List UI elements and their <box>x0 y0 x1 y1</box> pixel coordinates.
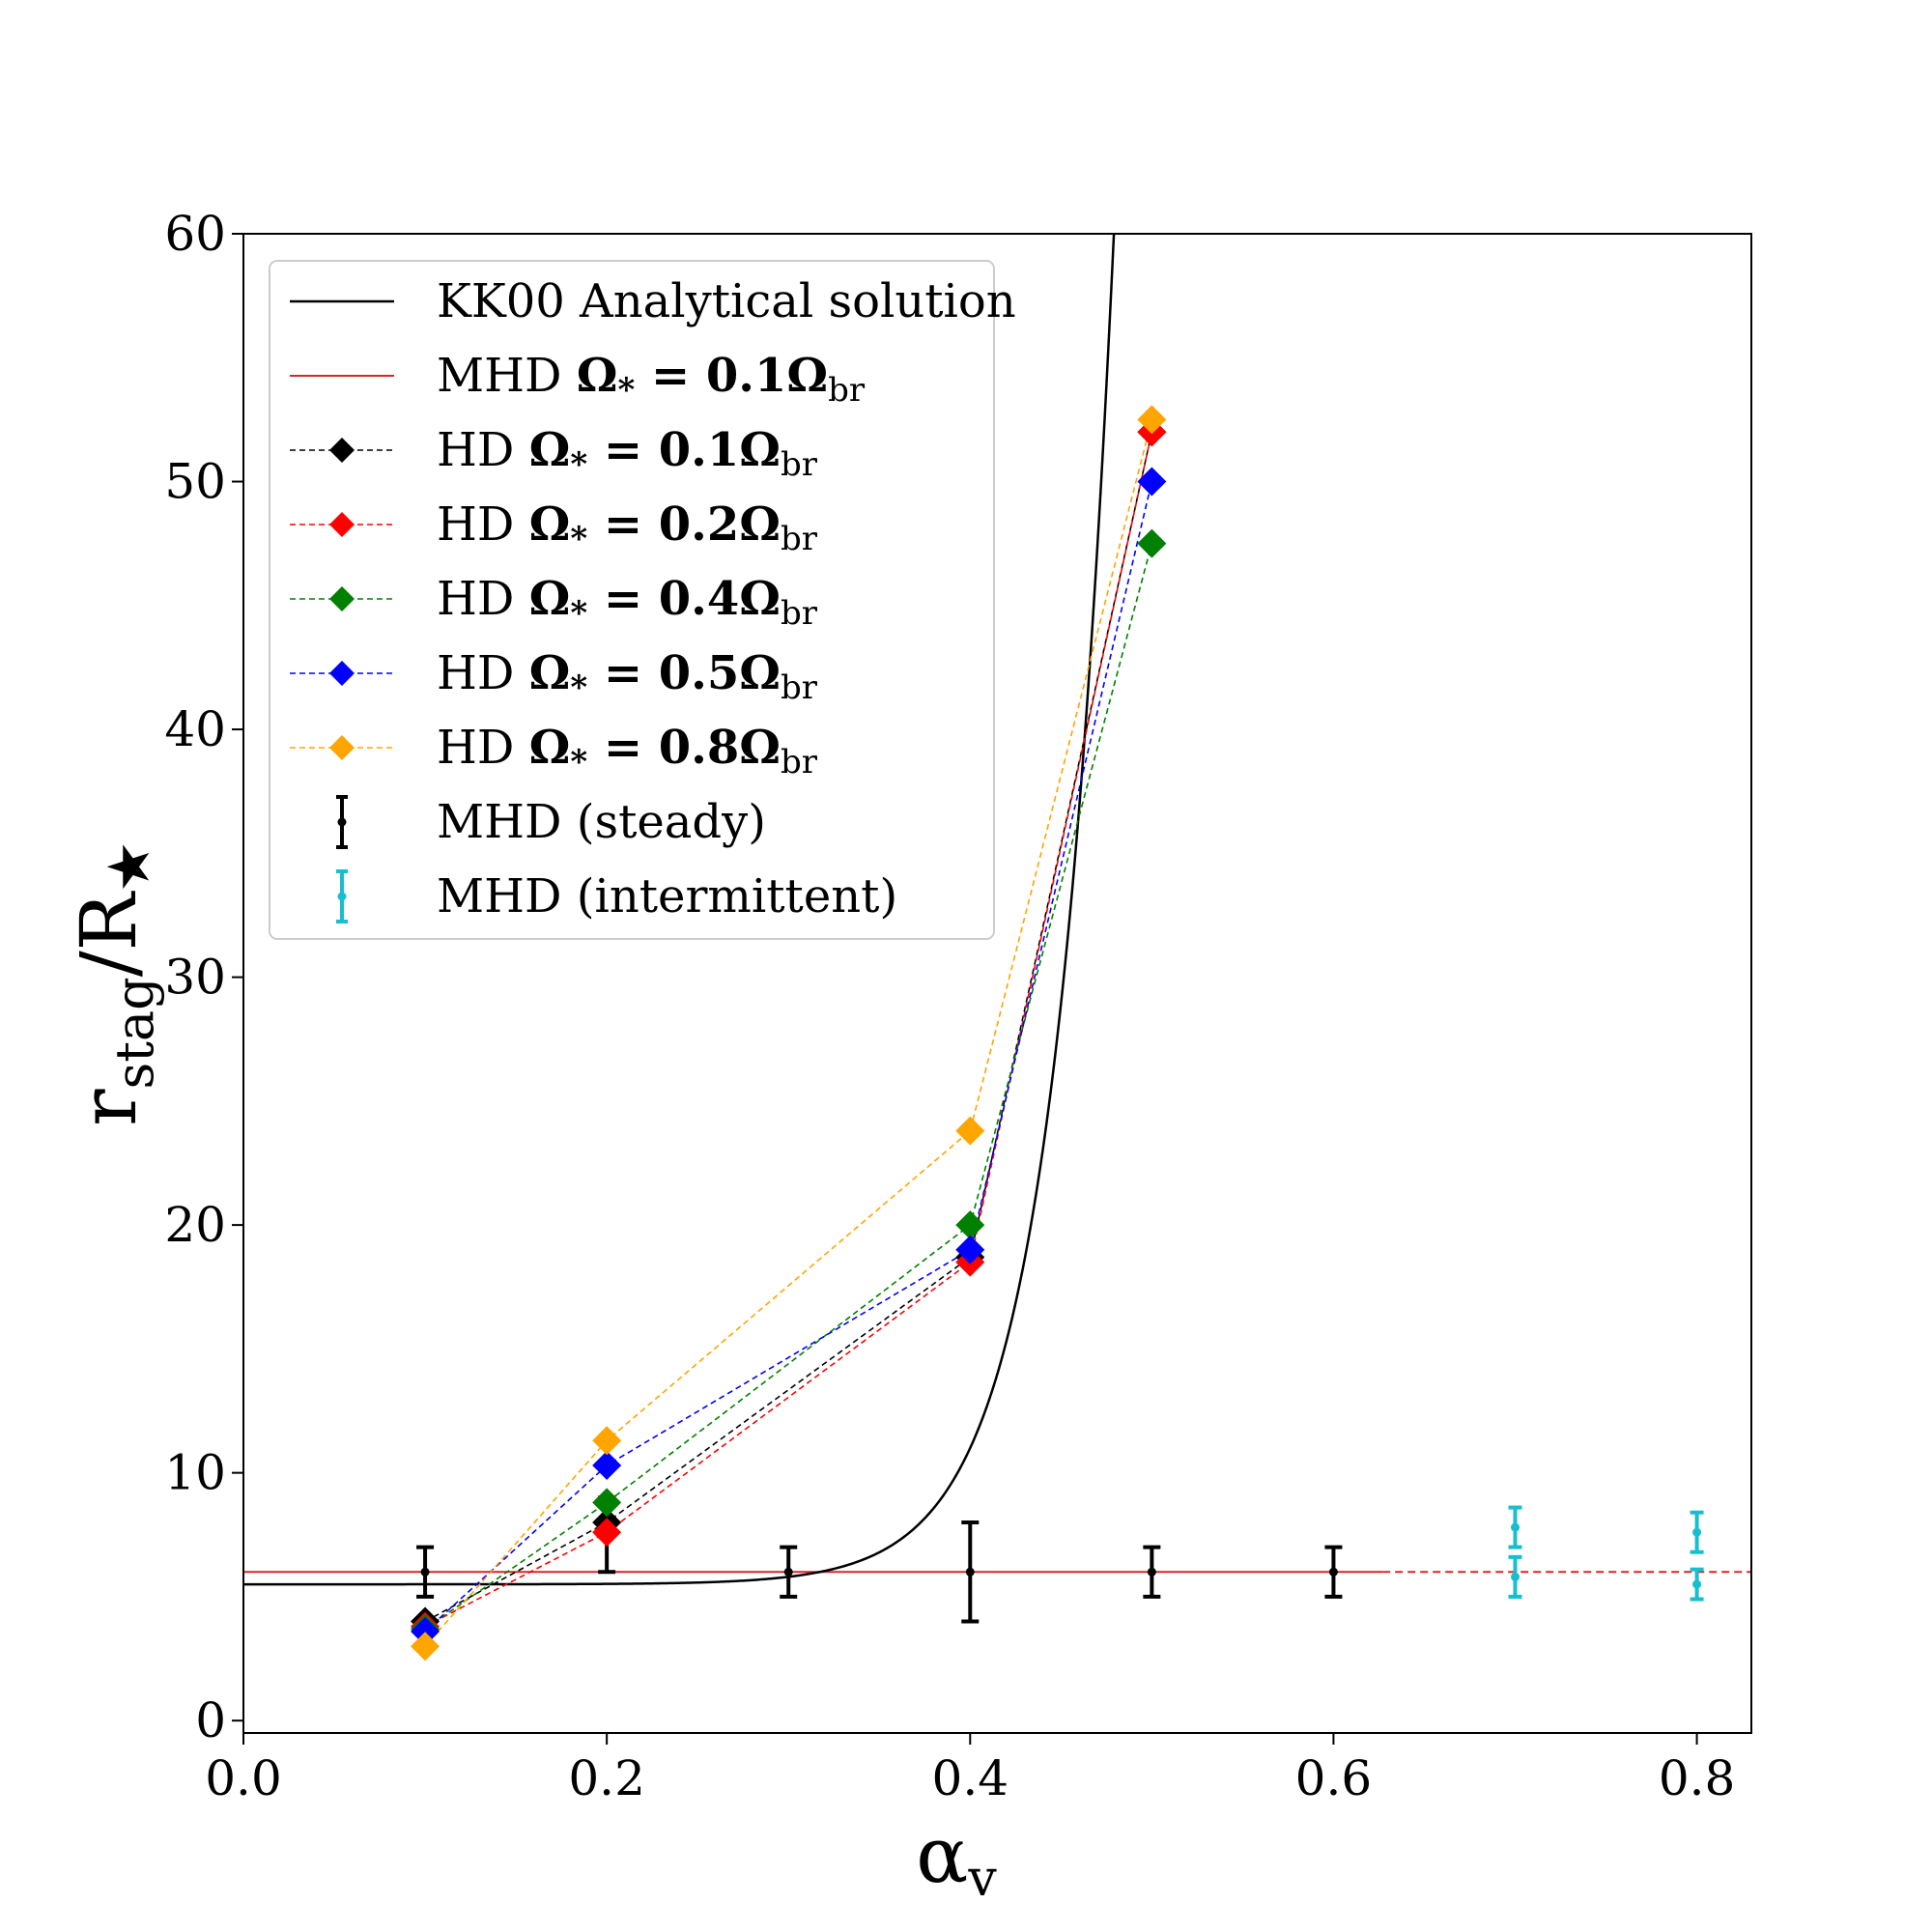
legend-entry-hd_01: HD Ω* = 0.1Ωbr <box>290 423 818 484</box>
steady-errorbar-2 <box>780 1545 798 1599</box>
hd_04-marker-2 <box>955 1210 985 1240</box>
legend-label-mhd-line: MHD Ω* = 0.1Ωbr <box>437 349 866 410</box>
legend-entry-intermittent: MHD (intermittent) <box>336 869 897 923</box>
y-axis: 0 10 20 30 40 50 60 <box>164 206 243 1748</box>
y-tick-label-6: 60 <box>164 206 226 262</box>
legend-handle-point-steady <box>337 817 347 827</box>
steady-errorbar-5-point <box>1328 1567 1338 1577</box>
hd_08-marker-3 <box>1137 405 1167 435</box>
x-tick-label-0: 0.0 <box>205 1750 282 1806</box>
analytical-curve <box>243 234 1116 1586</box>
x-tick-label-4: 0.8 <box>1659 1750 1736 1806</box>
legend-entry-hd_08: HD Ω* = 0.8Ωbr <box>290 721 818 781</box>
legend-entry-steady: MHD (steady) <box>336 795 766 849</box>
hd_05-marker-1 <box>592 1450 622 1480</box>
plot-frame <box>242 233 1752 1734</box>
hd_05-marker-0 <box>411 1616 440 1646</box>
legend-handle-marker-hd_04 <box>329 586 355 611</box>
hd_05-marker-2 <box>955 1235 985 1264</box>
legend-label-hd_02: HD Ω* = 0.2Ωbr <box>437 497 818 558</box>
legend-entry-mhd-line: MHD Ω* = 0.1Ωbr <box>290 349 866 410</box>
intermittent-errorbar-1 <box>1508 1554 1522 1599</box>
hd_04-line <box>424 543 1153 1630</box>
legend-handle-marker-hd_08 <box>329 735 355 760</box>
y-axis-label: rstag/R★ <box>64 840 165 1125</box>
x-axis-label: αv <box>916 1810 997 1908</box>
hd_08-marker-2 <box>955 1116 985 1146</box>
y-tick-label-0: 0 <box>195 1692 226 1748</box>
y-tick-label-5: 50 <box>164 454 226 510</box>
y-tick-label-1: 10 <box>164 1445 226 1501</box>
x-tick-label-1: 0.2 <box>568 1750 645 1806</box>
intermittent-errorbar-3-point <box>1692 1579 1702 1589</box>
y-tick-label-4: 40 <box>164 701 226 757</box>
legend-handle-marker-hd_01 <box>329 438 355 463</box>
steady-errorbar-0-point <box>420 1567 430 1577</box>
legend-entry-hd_05: HD Ω* = 0.5Ωbr <box>290 646 818 707</box>
legend-label-hd_08: HD Ω* = 0.8Ωbr <box>437 721 818 781</box>
legend-handle-point-intermittent <box>337 892 347 901</box>
steady-errorbar-0 <box>416 1545 435 1599</box>
hd_05-marker-3 <box>1137 467 1167 497</box>
hd_08-marker-0 <box>411 1632 440 1662</box>
legend-label-analytical: KK00 Analytical solution <box>437 274 1016 328</box>
steady-errorbar-4 <box>1143 1545 1161 1599</box>
steady-errorbar-4-point <box>1147 1567 1156 1577</box>
x-tick-label-3: 0.6 <box>1295 1750 1373 1806</box>
legend: KK00 Analytical solution MHD Ω* = 0.1Ωbr H… <box>269 260 1016 940</box>
plot-content <box>243 234 1751 1647</box>
legend-label-hd_05: HD Ω* = 0.5Ωbr <box>437 646 818 707</box>
x-axis: 0.0 0.2 0.4 0.6 0.8 <box>205 1733 1735 1806</box>
hd_04-marker-3 <box>1137 528 1167 558</box>
hd_08-marker-1 <box>592 1426 622 1456</box>
steady-errorbar-3-point <box>965 1567 975 1577</box>
hd_02-marker-1 <box>592 1518 622 1548</box>
legend-label-hd_04: HD Ω* = 0.4Ωbr <box>437 572 818 633</box>
legend-entries: KK00 Analytical solution MHD Ω* = 0.1Ωbr H… <box>290 274 1016 923</box>
legend-entry-analytical: KK00 Analytical solution <box>290 274 1016 328</box>
intermittent-errorbar-3 <box>1690 1567 1704 1602</box>
intermittent-errorbar-2-point <box>1692 1527 1702 1537</box>
x-tick-label-2: 0.4 <box>932 1750 1009 1806</box>
legend-label-intermittent: MHD (intermittent) <box>437 869 897 923</box>
legend-handle-marker-hd_05 <box>329 661 355 686</box>
legend-label-hd_01: HD Ω* = 0.1Ωbr <box>437 423 818 484</box>
steady-errorbar-2-point <box>783 1567 793 1577</box>
legend-handle-marker-hd_02 <box>329 512 355 537</box>
steady-errorbar-5 <box>1324 1545 1343 1599</box>
steady-errorbar-3 <box>961 1520 980 1624</box>
legend-entry-hd_04: HD Ω* = 0.4Ωbr <box>290 572 818 633</box>
hd_04-marker-1 <box>592 1488 622 1518</box>
intermittent-errorbar-1-point <box>1511 1572 1520 1581</box>
error-bars <box>411 405 1704 1662</box>
hd_05-line <box>424 481 1153 1633</box>
legend-label-steady: MHD (steady) <box>437 795 766 849</box>
intermittent-errorbar-2 <box>1690 1510 1704 1554</box>
legend-entry-hd_02: HD Ω* = 0.2Ωbr <box>290 497 818 558</box>
intermittent-errorbar-0-point <box>1511 1522 1520 1532</box>
y-tick-label-2: 20 <box>164 1197 226 1253</box>
intermittent-errorbar-0 <box>1508 1505 1522 1549</box>
hd_02-line <box>424 432 1153 1628</box>
hd_08-line <box>424 419 1153 1647</box>
y-tick-label-3: 30 <box>164 950 226 1006</box>
legend-box <box>269 260 995 940</box>
